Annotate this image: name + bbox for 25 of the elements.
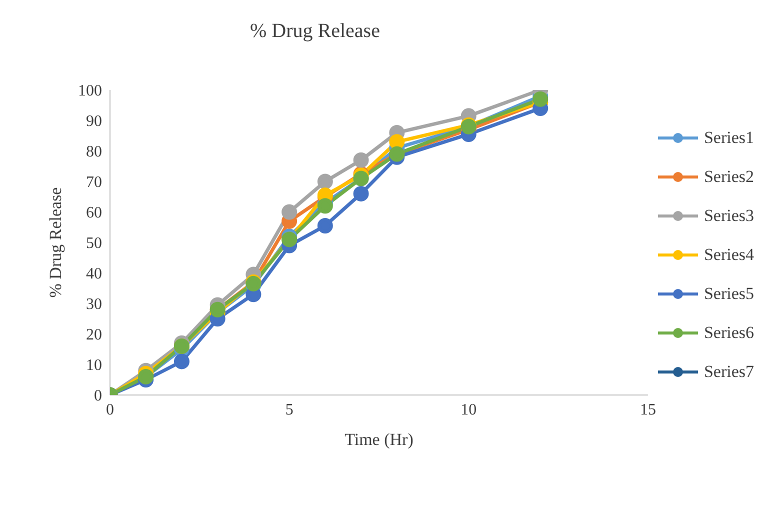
y-axis-title: % Drug Release [46, 187, 66, 298]
y-tick-label: 0 [94, 388, 102, 405]
legend-label: Series7 [704, 362, 754, 382]
x-tick-label: 10 [460, 401, 477, 418]
legend-label: Series4 [704, 245, 754, 265]
legend-label: Series6 [704, 323, 754, 343]
y-tick-label: 70 [86, 174, 102, 192]
y-tick-label: 80 [86, 144, 102, 161]
legend-label: Series3 [704, 206, 754, 226]
y-tick-label: 20 [86, 326, 102, 344]
legend-label: Series2 [704, 167, 754, 187]
y-tick-label: 10 [86, 357, 102, 374]
x-axis-title: Time (Hr) [344, 430, 414, 449]
y-tick-label: 50 [86, 235, 102, 252]
x-tick-label: 0 [106, 401, 114, 418]
legend-label: Series1 [704, 128, 754, 148]
x-tick-label: 15 [640, 401, 656, 418]
x-tick-label: 5 [285, 401, 294, 418]
legend-label: Series5 [704, 284, 754, 304]
chart-title: % Drug Release [249, 20, 381, 43]
y-tick-label: 60 [86, 204, 102, 222]
y-tick-label: 100 [78, 82, 102, 100]
y-tick-label: 40 [86, 266, 102, 283]
y-tick-label: 30 [86, 296, 102, 314]
y-tick-label: 90 [86, 113, 102, 130]
